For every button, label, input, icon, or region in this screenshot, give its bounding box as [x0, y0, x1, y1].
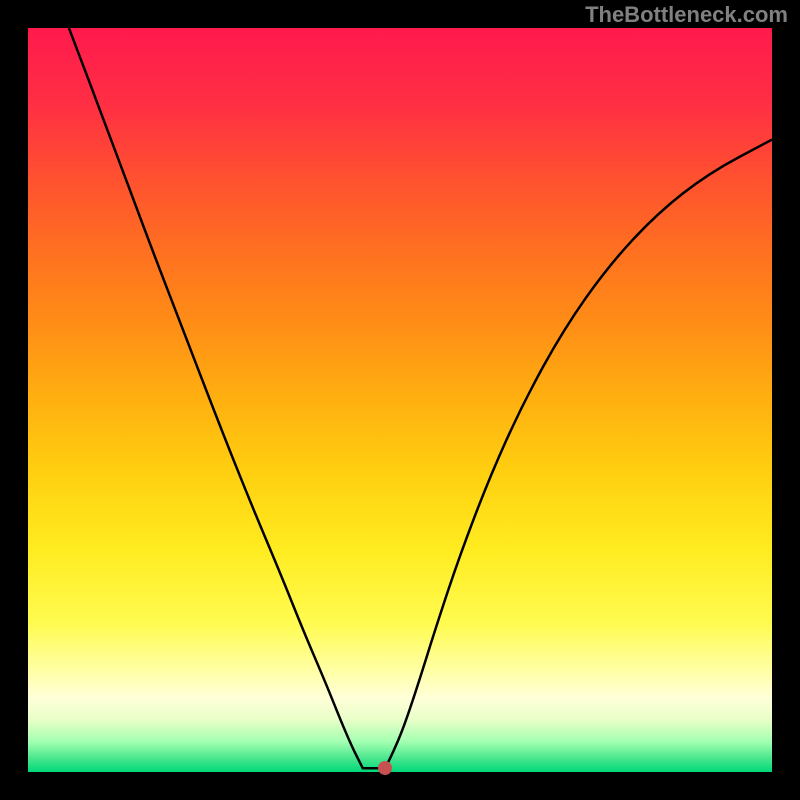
- minimum-marker: [378, 761, 392, 775]
- watermark-text: TheBottleneck.com: [585, 2, 788, 28]
- curve-svg: [28, 28, 772, 772]
- bottleneck-curve: [69, 28, 772, 768]
- plot-area: [28, 28, 772, 772]
